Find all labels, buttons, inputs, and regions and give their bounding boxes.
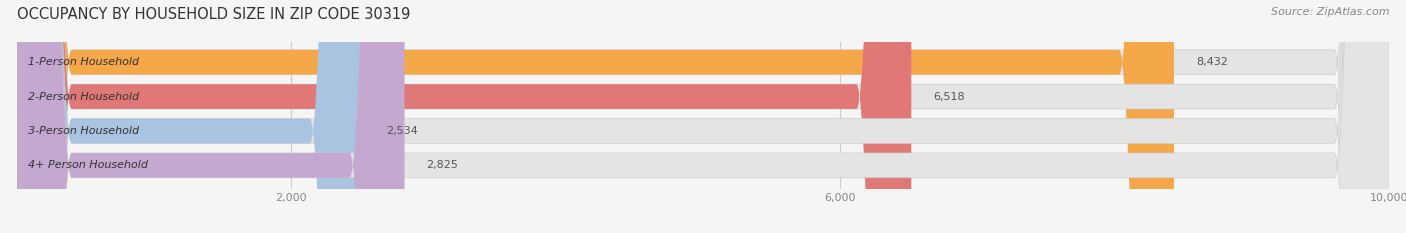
FancyBboxPatch shape: [17, 0, 1389, 233]
Text: 3-Person Household: 3-Person Household: [28, 126, 139, 136]
FancyBboxPatch shape: [17, 0, 1389, 233]
Text: 2,534: 2,534: [387, 126, 419, 136]
Text: 2,825: 2,825: [426, 160, 458, 170]
Text: 1-Person Household: 1-Person Household: [28, 57, 139, 67]
FancyBboxPatch shape: [17, 0, 1389, 233]
Text: Source: ZipAtlas.com: Source: ZipAtlas.com: [1271, 7, 1389, 17]
FancyBboxPatch shape: [17, 0, 364, 233]
Text: 6,518: 6,518: [934, 92, 965, 102]
Text: 2-Person Household: 2-Person Household: [28, 92, 139, 102]
FancyBboxPatch shape: [17, 0, 1174, 233]
Text: OCCUPANCY BY HOUSEHOLD SIZE IN ZIP CODE 30319: OCCUPANCY BY HOUSEHOLD SIZE IN ZIP CODE …: [17, 7, 411, 22]
FancyBboxPatch shape: [17, 0, 911, 233]
Text: 4+ Person Household: 4+ Person Household: [28, 160, 148, 170]
Text: 8,432: 8,432: [1197, 57, 1227, 67]
FancyBboxPatch shape: [17, 0, 1389, 233]
FancyBboxPatch shape: [17, 0, 405, 233]
